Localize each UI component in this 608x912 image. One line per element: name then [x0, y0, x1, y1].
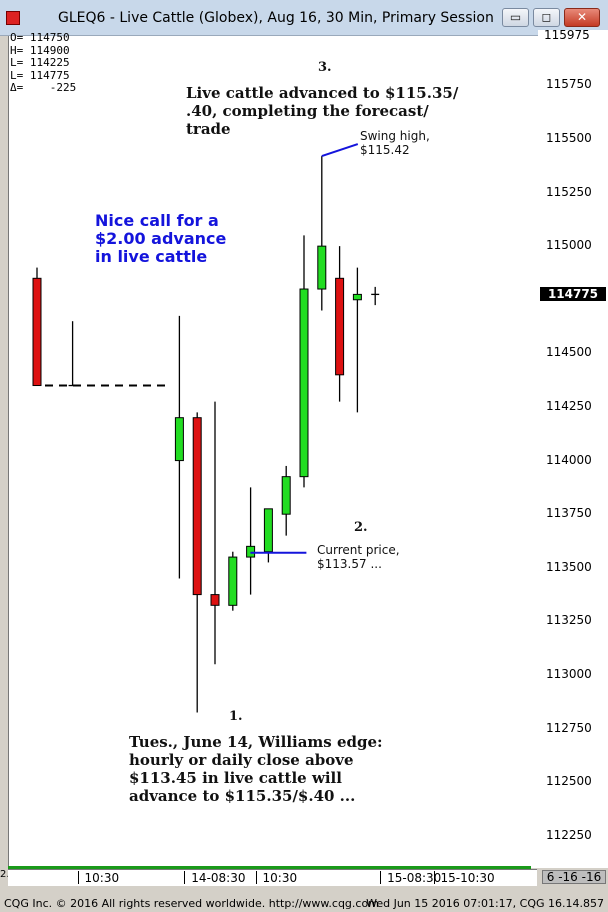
price-tick-label: 115250 — [546, 184, 592, 199]
annotation-nice-call-line: in live cattle — [95, 247, 208, 266]
annotation-edge-line: Tues., June 14, Williams edge: — [129, 733, 383, 751]
window-title: GLEQ6 - Live Cattle (Globex), Aug 16, 30… — [58, 10, 494, 26]
price-tick-label: 114500 — [546, 345, 592, 360]
annotation-advanced-line: .40, completing the forecast/ — [186, 102, 429, 120]
time-tick-label: 15-08:30 — [380, 871, 441, 885]
ohlc-open: O= 114750 — [10, 31, 70, 44]
annotation-nice-call-line: Nice call for a — [95, 211, 219, 230]
candlestick-chart — [32, 143, 380, 713]
status-bar: CQG Inc. © 2016 All rights reserved worl… — [0, 896, 608, 912]
price-tick-label: 115750 — [546, 77, 592, 92]
window-titlebar: GLEQ6 - Live Cattle (Globex), Aug 16, 30… — [0, 0, 608, 36]
candle-body — [32, 277, 42, 387]
price-tick-label: 114000 — [546, 452, 592, 467]
current-price-label: Current price, $113.57 ... — [317, 543, 400, 571]
annotation-advanced-line: Live cattle advanced to $115.35/ — [186, 84, 459, 102]
annotation-edge-line: hourly or daily close above — [129, 751, 354, 769]
ohlc-last: L= 114775 — [10, 68, 70, 82]
price-tick-label: 112250 — [546, 827, 592, 842]
cqg-app-icon[interactable] — [6, 11, 20, 25]
ohlc-low: L= 114225 — [10, 56, 70, 70]
price-tick-label: 113750 — [546, 506, 592, 521]
candle-body — [174, 417, 184, 462]
price-axis[interactable]: 115975 112250 112500 112750 113000 113250 113… — [538, 28, 608, 868]
ohlc-high: H= 114900 — [10, 43, 70, 57]
marker-2: 2. — [354, 520, 368, 535]
date-badge: 6 -16 -16 — [542, 870, 606, 884]
annotation-advanced: Live cattle advanced to $115.35/ .40, co… — [186, 84, 458, 138]
candle-body — [246, 545, 256, 558]
current-price-line: $113.57 ... — [317, 557, 382, 571]
price-axis-top-tick: 115975 — [544, 28, 590, 42]
chart-plot-area[interactable] — [8, 36, 538, 868]
price-tick-label: 112750 — [546, 720, 592, 735]
last-price-badge: 114775 — [540, 287, 606, 302]
timestamp-text: Wed Jun 15 2016 07:01:17, CQG 16.14.857 — [366, 897, 604, 910]
price-tick-label: 114250 — [546, 398, 592, 413]
time-axis[interactable]: 10:30 14-08:30 10:30 15-08:30 15-10:30 — [8, 869, 537, 886]
candle-body — [192, 417, 202, 596]
price-tick-label: 112500 — [546, 774, 592, 789]
marker-1: 1. — [229, 709, 243, 724]
close-button[interactable]: ✕ — [564, 8, 600, 27]
price-tick-label: 113500 — [546, 559, 592, 574]
price-tick-label: 115500 — [546, 130, 592, 145]
annotation-advanced-line: trade — [186, 120, 231, 138]
ohlc-change: Δ= -225 — [10, 81, 77, 95]
copyright-text: CQG Inc. © 2016 All rights reserved worl… — [4, 897, 379, 910]
annotation-nice-call: Nice call for a $2.00 advance in live ca… — [95, 212, 226, 266]
price-tick-label: 113000 — [546, 667, 592, 681]
marker-3: 3. — [318, 60, 332, 75]
swing-high-line: $115.42 — [360, 143, 410, 157]
candle-body — [352, 293, 362, 301]
annotation-edge-line: $113.45 in live cattle will — [129, 769, 342, 787]
price-tick-label: 113250 — [546, 613, 592, 628]
annotation-edge-line: advance to $115.35/$.40 ... — [129, 787, 356, 805]
x-axis-marker: 2. — [0, 869, 10, 880]
candle-body — [228, 556, 238, 606]
swing-high-label: Swing high, $115.42 — [360, 129, 430, 157]
minimize-button[interactable]: ▭ — [502, 8, 529, 27]
ohlc-readout: O= 114750 H= 114900 L= 114225 L= 114775 Δ= -… — [10, 31, 77, 95]
candle-body — [263, 508, 273, 553]
candle-body — [281, 476, 291, 515]
time-tick-label: 14-08:30 — [184, 871, 245, 885]
annotation-nice-call-line: $2.00 advance — [95, 229, 227, 248]
candle-body — [210, 594, 220, 606]
candle-body — [299, 288, 309, 478]
swing-high-pointer-line — [321, 143, 359, 158]
candle-body — [335, 277, 345, 376]
swing-high-line: Swing high, — [360, 129, 430, 143]
time-tick-label: 10:30 — [77, 871, 119, 885]
annotation-williams-edge: Tues., June 14, Williams edge: hourly or… — [129, 733, 383, 805]
candle-body — [317, 245, 327, 290]
time-tick-label: 10:30 — [255, 871, 297, 885]
maximize-button[interactable]: ◻ — [533, 8, 560, 27]
session-bar — [8, 866, 531, 869]
price-tick-label: 115000 — [546, 238, 592, 253]
time-tick-label: 15-10:30 — [433, 871, 495, 885]
current-price-line: Current price, — [317, 543, 400, 557]
